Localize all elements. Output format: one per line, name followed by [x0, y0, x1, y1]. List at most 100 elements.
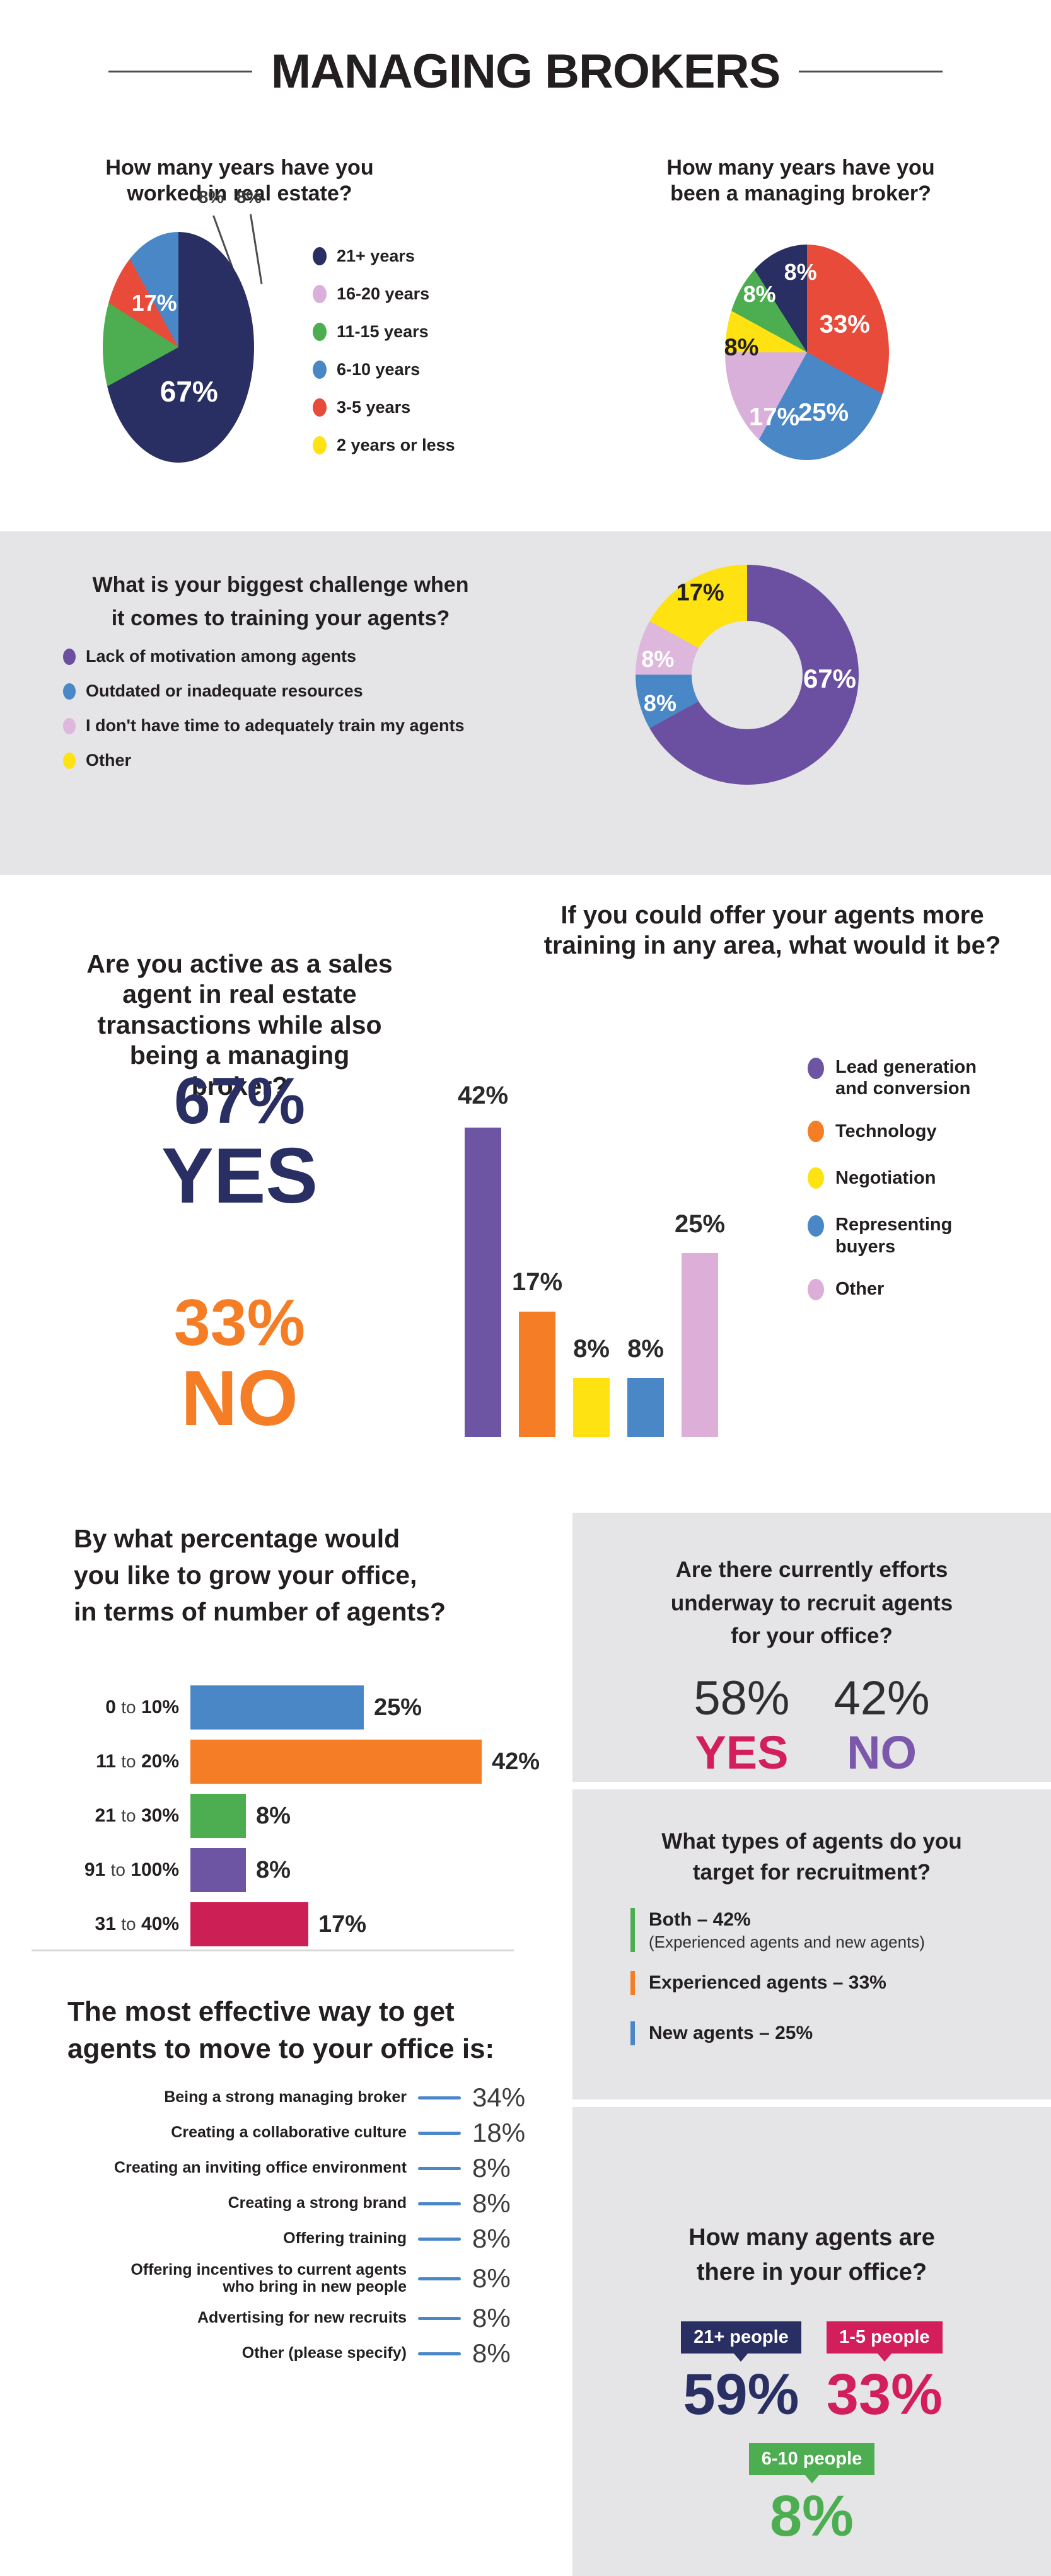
stat-value: 59% — [683, 2362, 799, 2427]
dash-icon — [418, 2166, 461, 2170]
legend-label: 3-5 years — [337, 397, 411, 417]
legend-item: Lack of motivation among agents — [63, 639, 465, 674]
q4-title-line2: agent in real estate — [122, 979, 357, 1009]
list-item-label: Creating an inviting office environment — [114, 2159, 407, 2177]
list-item-value: 8% — [472, 2224, 511, 2253]
color-bar-icon — [630, 2021, 635, 2045]
list-item: Creating a collaborative culture 18% — [63, 2115, 530, 2151]
dash-icon — [418, 2202, 461, 2205]
legend-label: Other — [835, 1279, 885, 1300]
legend-label: Other — [86, 751, 132, 770]
list-item: Creating a strong brand 8% — [63, 2186, 530, 2221]
legend-item: 3-5 years — [313, 388, 455, 426]
donut-chart-biggest-challenge: 67% 17% 8% 8% — [636, 565, 859, 785]
stat-value: 33% — [826, 2362, 943, 2427]
bar-representing-buyers — [627, 1378, 664, 1437]
list-item-label: Creating a collaborative culture — [171, 2123, 407, 2142]
q2-title-line2: been a managing broker? — [670, 181, 931, 205]
list-item-value: 8% — [472, 2338, 511, 2368]
legend-swatch-negotiation — [808, 1167, 824, 1189]
legend-swatch-lead-generation — [808, 1058, 824, 1079]
q4-title-line1: Are you active as a sales — [86, 949, 393, 978]
q1-slice-label-67: 67% — [160, 374, 218, 408]
list-item-label: Creating a strong brand — [228, 2194, 407, 2212]
q4-title: Are you active as a sales agent in real … — [47, 949, 432, 1101]
q4-yes-percent: 67% — [173, 1065, 306, 1138]
list-item: Advertising for new recruits 8% — [63, 2301, 530, 2336]
legend-label: Representing buyers — [835, 1214, 952, 1257]
q8-item-sublabel: (Experienced agents and new agents) — [649, 1932, 925, 1951]
legend-label-line2: and conversion — [835, 1078, 971, 1099]
legend-item: 11-15 years — [313, 313, 455, 350]
q10-panel: How many agents are there in your office… — [572, 2107, 1051, 2576]
tag-pointer-icon — [734, 2354, 748, 2362]
bar-technology — [519, 1312, 555, 1437]
hbar-row-21-30: 21 to 30% 8% — [13, 1794, 291, 1838]
legend-item: Other — [63, 743, 465, 778]
pie-chart-years-managing-broker: 33% 25% 17% 8% 8% 8% — [724, 245, 889, 460]
q6-title-line3: in terms of number of agents? — [74, 1597, 446, 1627]
stat-1-5: 1-5 people 33% — [827, 2321, 943, 2425]
hbar-row-31-40: 31 to 40% 17% — [13, 1902, 366, 1946]
q5-value-label-8a: 8% — [573, 1335, 610, 1363]
q9-list: Being a strong managing broker 34% Creat… — [63, 2080, 530, 2371]
list-item-value: 8% — [472, 2303, 511, 2333]
q1-leader-line-2 — [250, 214, 263, 284]
header-rule-right — [799, 71, 943, 72]
legend-item: Outdated or inadequate resources — [63, 674, 465, 708]
q2-slice-label-8-green: 8% — [743, 280, 776, 307]
stat-value: 8% — [770, 2483, 854, 2548]
legend-swatch-21plus — [313, 246, 327, 265]
q7-yes-block: 58% YES — [694, 1671, 789, 1779]
legend-swatch-representing-buyers — [808, 1215, 824, 1237]
q6-title-line2: you like to grow your office, — [74, 1561, 417, 1590]
legend-label-line1: Representing — [835, 1215, 953, 1235]
list-item: Being a strong managing broker 34% — [63, 2080, 530, 2115]
q4-title-line3: transactions while also — [97, 1010, 382, 1039]
legend-label: Negotiation — [835, 1167, 936, 1188]
pie-chart-years-in-real-estate: 67% 17% — [103, 232, 254, 463]
q7-no-word: NO — [847, 1726, 917, 1779]
q5-title-line2: training in any area, what would it be? — [543, 932, 1001, 959]
q9-title-line1: The most effective way to get — [67, 1996, 455, 2027]
hbar-row-91-100: 91 to 100% 8% — [13, 1848, 291, 1892]
hbar-row-label: 31 to 40% — [95, 1914, 179, 1934]
legend-swatch-other — [808, 1278, 824, 1300]
legend-swatch-resources — [63, 683, 76, 700]
tag-pointer-icon — [804, 2475, 819, 2483]
q8-item-text: New agents – 25% — [649, 2021, 813, 2045]
stat-21plus: 21+ people 59% — [681, 2321, 801, 2425]
bar-other — [682, 1252, 718, 1437]
q1-slice-label-17: 17% — [131, 290, 177, 316]
q7-panel: Are there currently efforts underway to … — [572, 1513, 1051, 1782]
hbar-value: 25% — [374, 1694, 422, 1721]
list-item: Other (please specify) 8% — [63, 2336, 530, 2371]
hbar-row-0-10: 0 to 10% 25% — [13, 1685, 422, 1730]
legend-swatch-2orless — [313, 436, 327, 454]
legend-item: Negotiation — [808, 1167, 1047, 1189]
q4-title-line4: being a managing — [129, 1041, 350, 1070]
q7-title-line1: Are there currently efforts — [675, 1557, 948, 1582]
hbar-value: 8% — [256, 1856, 291, 1883]
q2-slice-label-33: 33% — [819, 310, 870, 338]
legend-item: Lead generation and conversion — [808, 1056, 1047, 1099]
header: MANAGING BROKERS — [0, 44, 1051, 99]
hbar-row-label: 91 to 100% — [84, 1859, 179, 1880]
legend-swatch-6-10 — [313, 360, 327, 379]
q1-callout-3-5-years: 8% — [198, 187, 224, 207]
years-legend: 21+ years 16-20 years 11-15 years 6-10 y… — [313, 237, 455, 464]
legend-label: 2 years or less — [337, 435, 455, 454]
q7-answers: 58% YES 42% NO — [572, 1671, 1051, 1779]
q7-yes-percent: 58% — [694, 1671, 790, 1725]
q4-title-line5: broker? — [191, 1071, 288, 1100]
q2-slice-label-8-navy: 8% — [784, 259, 817, 286]
q2-slice-label-25: 25% — [798, 398, 849, 427]
q10-title-line1: How many agents are — [688, 2224, 935, 2251]
hbar-bar — [190, 1740, 482, 1784]
legend-item: 21+ years — [313, 237, 455, 275]
legend-item: Representing buyers — [808, 1214, 1047, 1257]
hbar-value: 8% — [256, 1802, 291, 1829]
q3-panel — [0, 531, 1051, 875]
legend-label: Lead generation and conversion — [835, 1056, 977, 1099]
list-item: Creating an inviting office environment … — [63, 2151, 530, 2186]
